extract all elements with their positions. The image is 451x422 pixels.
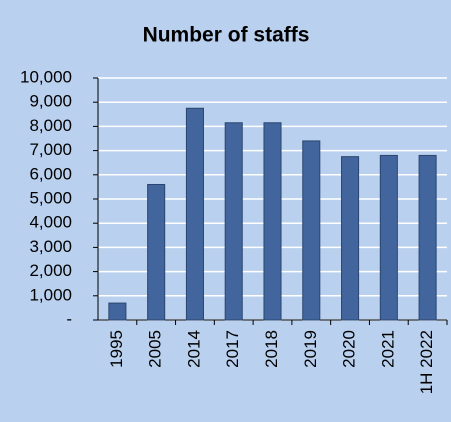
y-tick-label: 3,000 bbox=[29, 237, 72, 256]
y-tick-label: 9,000 bbox=[29, 92, 72, 111]
x-tick-label: 1H 2022 bbox=[417, 330, 436, 394]
bar bbox=[263, 122, 282, 321]
x-tick-label: 2020 bbox=[340, 330, 359, 368]
x-tick-label: 2005 bbox=[146, 330, 165, 368]
y-tick-label: 6,000 bbox=[29, 164, 72, 183]
y-tick-label: 5,000 bbox=[29, 188, 72, 207]
bar bbox=[418, 154, 437, 321]
x-tick-label: 2021 bbox=[378, 330, 397, 368]
bar bbox=[379, 154, 398, 321]
x-tick-label: 1995 bbox=[107, 330, 126, 368]
bar bbox=[341, 156, 360, 321]
bar bbox=[147, 183, 166, 321]
chart-title: Number of staffs bbox=[143, 24, 310, 47]
y-tick-label: 7,000 bbox=[29, 140, 72, 159]
y-tick-label: 10,000 bbox=[20, 67, 72, 86]
x-tick-label: 2017 bbox=[223, 330, 242, 368]
bar bbox=[185, 107, 204, 321]
x-tick-label: 2019 bbox=[301, 330, 320, 368]
y-tick-label: 4,000 bbox=[29, 213, 72, 232]
bar bbox=[108, 302, 127, 321]
y-tick-label: - bbox=[66, 309, 72, 328]
y-tick-label: 1,000 bbox=[29, 285, 72, 304]
x-tick-label: 2018 bbox=[262, 330, 281, 368]
y-tick-label: 2,000 bbox=[29, 261, 72, 280]
bar bbox=[224, 122, 243, 321]
y-tick-label: 8,000 bbox=[29, 116, 72, 135]
bar bbox=[302, 140, 321, 321]
x-tick-label: 2014 bbox=[184, 330, 203, 368]
